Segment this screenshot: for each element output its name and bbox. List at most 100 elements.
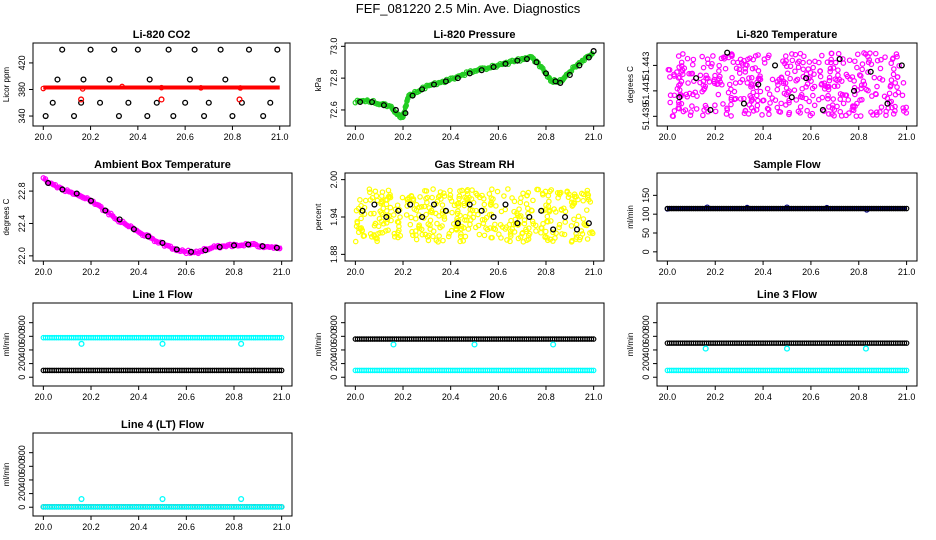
plot-area	[40, 334, 285, 374]
y-axis-label: ml/min	[2, 463, 11, 487]
plot-frame	[32, 432, 293, 517]
data-point	[742, 107, 749, 114]
data-point	[865, 87, 871, 94]
data-point	[517, 199, 524, 206]
data-point	[861, 81, 868, 88]
data-point	[889, 104, 895, 111]
data-point	[366, 186, 373, 192]
data-point	[448, 227, 455, 234]
y-tick-label: 51.443	[641, 52, 651, 80]
data-point	[835, 67, 841, 73]
data-point	[186, 76, 193, 83]
data-point	[873, 109, 880, 115]
data-point	[502, 226, 509, 232]
x-tick-label: 20.0	[35, 267, 53, 277]
data-point	[826, 77, 833, 84]
data-point	[423, 195, 429, 202]
series-low-cyan	[40, 504, 285, 510]
ambient-box-temperature-panel: Ambient Box Temperature degrees C 20.0 20.2…	[2, 159, 293, 277]
data-point	[754, 97, 761, 104]
plot-area	[40, 175, 283, 257]
data-point	[748, 74, 755, 81]
plot-area	[664, 204, 910, 213]
data-point	[40, 85, 47, 92]
data-point	[774, 86, 781, 93]
x-tick-label: 21.0	[273, 392, 291, 402]
data-point	[693, 106, 700, 112]
data-point	[507, 231, 514, 237]
data-point	[371, 222, 378, 229]
data-point	[481, 201, 488, 208]
x-tick-label: 20.0	[347, 267, 365, 277]
y-tick-label: 400	[641, 342, 651, 357]
data-point	[566, 71, 573, 79]
data-point	[542, 228, 549, 235]
li820-co2-panel: Li-820 CO2 Licor ppm 20.0 20.2 20.4 20.6 20.8 2…	[2, 29, 291, 142]
data-point	[797, 104, 804, 110]
data-point	[158, 96, 165, 103]
data-point	[454, 220, 461, 227]
data-point	[390, 212, 397, 218]
y-tick-label: 800	[17, 445, 27, 460]
data-point	[789, 57, 796, 64]
x-tick-label: 20.8	[225, 267, 243, 277]
data-point	[830, 96, 837, 102]
data-point	[680, 71, 686, 78]
data-point	[489, 186, 495, 193]
data-point	[395, 219, 402, 226]
data-point	[852, 91, 858, 98]
data-point	[534, 186, 540, 193]
data-point	[222, 76, 229, 83]
y-tick-label: 0	[17, 375, 27, 380]
data-point	[892, 103, 898, 110]
data-point	[78, 96, 85, 103]
data-point	[70, 112, 78, 120]
y-tick-label: 150	[641, 188, 651, 203]
x-tick-label: 21.0	[898, 267, 916, 277]
data-point	[760, 97, 766, 104]
data-point	[360, 233, 367, 239]
data-point	[818, 81, 825, 88]
data-point	[115, 112, 122, 120]
data-point	[182, 99, 189, 106]
x-tick-label: 21.0	[271, 132, 289, 142]
data-point	[390, 341, 397, 348]
data-point	[774, 104, 781, 111]
data-point	[782, 53, 789, 59]
chart-title: Li-820 Pressure	[434, 29, 516, 41]
data-point	[590, 336, 597, 342]
data-point	[903, 367, 910, 374]
data-point	[392, 106, 399, 114]
data-point	[858, 82, 865, 88]
data-point	[407, 201, 414, 208]
data-point	[278, 367, 285, 374]
data-point	[439, 208, 446, 214]
data-point	[368, 98, 376, 106]
data-point	[276, 334, 283, 341]
data-point	[267, 99, 274, 106]
data-point	[585, 220, 592, 227]
data-point	[746, 75, 752, 81]
data-point	[589, 229, 595, 235]
data-point	[584, 194, 591, 200]
data-point	[525, 210, 531, 217]
data-point	[688, 109, 694, 115]
x-tick-label: 20.0	[35, 392, 53, 402]
data-point	[158, 84, 165, 91]
data-point	[230, 242, 238, 249]
x-tick-label: 20.0	[35, 132, 53, 142]
data-point	[416, 204, 422, 211]
data-point	[742, 65, 749, 72]
data-point	[54, 76, 61, 83]
data-point	[883, 112, 889, 119]
y-tick-label: 600	[641, 329, 651, 344]
data-point	[806, 98, 812, 105]
data-point	[764, 85, 771, 92]
y-tick-label: 72.8	[329, 69, 339, 87]
data-point	[700, 64, 707, 71]
data-point	[170, 112, 177, 120]
x-tick-label: 20.6	[178, 267, 196, 277]
data-point	[387, 204, 394, 211]
data-point	[838, 113, 845, 119]
data-point	[756, 75, 763, 82]
